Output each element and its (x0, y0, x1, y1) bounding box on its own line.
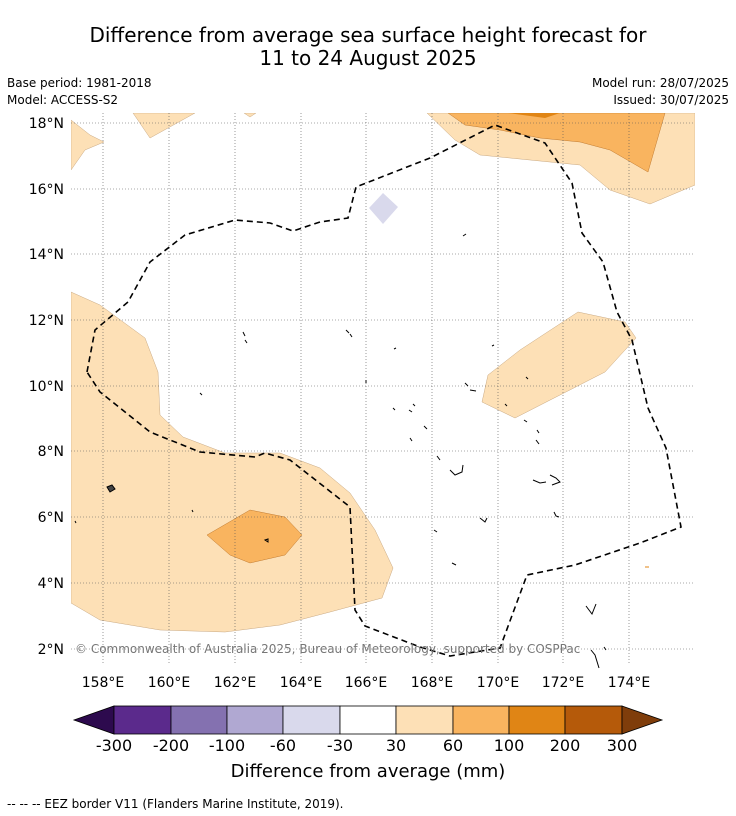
base-period: Base period: 1981-2018 (7, 76, 152, 90)
anomaly-region-medium (206, 509, 303, 564)
anomaly-region-light (71, 291, 394, 633)
colorbar-extend-left (72, 705, 115, 735)
lon-label: 172°E (542, 675, 585, 691)
colorbar-tick: -60 (269, 736, 297, 755)
colorbar-tick: -200 (152, 736, 190, 755)
colorbar-segment (226, 705, 284, 735)
colorbar-tick: 60 (442, 736, 464, 755)
lon-label: 168°E (411, 675, 454, 691)
colorbar-segment (395, 705, 454, 735)
lon-label: 160°E (148, 675, 191, 691)
lat-label: 14°N (29, 247, 64, 263)
eez-border (86, 124, 682, 657)
islands (74, 233, 649, 669)
gridlines (71, 113, 695, 665)
anomaly-region-light (132, 113, 196, 139)
lon-label: 164°E (280, 675, 323, 691)
model-run: Model run: 28/07/2025 (591, 76, 729, 90)
colorbar-tick: 100 (493, 736, 525, 755)
colorbar-segment (282, 705, 341, 735)
lat-label: 18°N (29, 116, 64, 132)
lon-label: 170°E (477, 675, 520, 691)
model-name: Model: ACCESS-S2 (7, 93, 119, 107)
anomaly-region-negative (369, 193, 398, 224)
copyright-note: © Commonwealth of Australia 2025, Bureau… (75, 642, 581, 656)
colorbar (72, 705, 664, 735)
colorbar-title: Difference from average (mm) (230, 761, 506, 782)
colorbar-segment (452, 705, 510, 735)
anomaly-region-medium (447, 113, 666, 173)
colorbar-tick: 30 (385, 736, 407, 755)
lat-label: 10°N (29, 379, 64, 395)
lat-label: 16°N (29, 182, 64, 198)
lat-label: 6°N (38, 510, 64, 526)
lon-label: 166°E (345, 675, 388, 691)
map-canvas: 18°N 16°N 14°N 12°N 10°N 8°N 6°N 4°N 2°N… (29, 113, 695, 691)
anomaly-region-light (71, 119, 105, 171)
chart-title-line1: Difference from average sea surface heig… (89, 23, 647, 47)
colorbar-tick: -300 (95, 736, 133, 755)
colorbar-tick: -30 (326, 736, 354, 755)
colorbar-segment (339, 705, 397, 735)
anomaly-region-strong (508, 113, 560, 118)
lon-label: 158°E (82, 675, 125, 691)
lat-label: 12°N (29, 313, 64, 329)
colorbar-tick: -100 (208, 736, 246, 755)
colorbar-segment (170, 705, 228, 735)
lat-label: 8°N (38, 444, 64, 460)
lon-label: 162°E (214, 675, 257, 691)
colorbar-tick: 200 (549, 736, 581, 755)
colorbar-segment (564, 705, 623, 735)
map-fill-layer (71, 113, 695, 633)
colorbar-segment (508, 705, 566, 735)
colorbar-tick: 300 (606, 736, 638, 755)
anomaly-region-light (243, 113, 257, 118)
colorbar-segment (113, 705, 172, 735)
lon-label: 174°E (608, 675, 651, 691)
anomaly-region-light (481, 311, 637, 419)
chart-title-line2: 11 to 24 August 2025 (259, 46, 477, 70)
lat-label: 4°N (38, 576, 64, 592)
colorbar-extend-right (621, 705, 664, 735)
lat-label: 2°N (38, 642, 64, 658)
issued-date: Issued: 30/07/2025 (613, 93, 729, 107)
eez-footnote: -- -- -- EEZ border V11 (Flanders Marine… (7, 797, 344, 811)
